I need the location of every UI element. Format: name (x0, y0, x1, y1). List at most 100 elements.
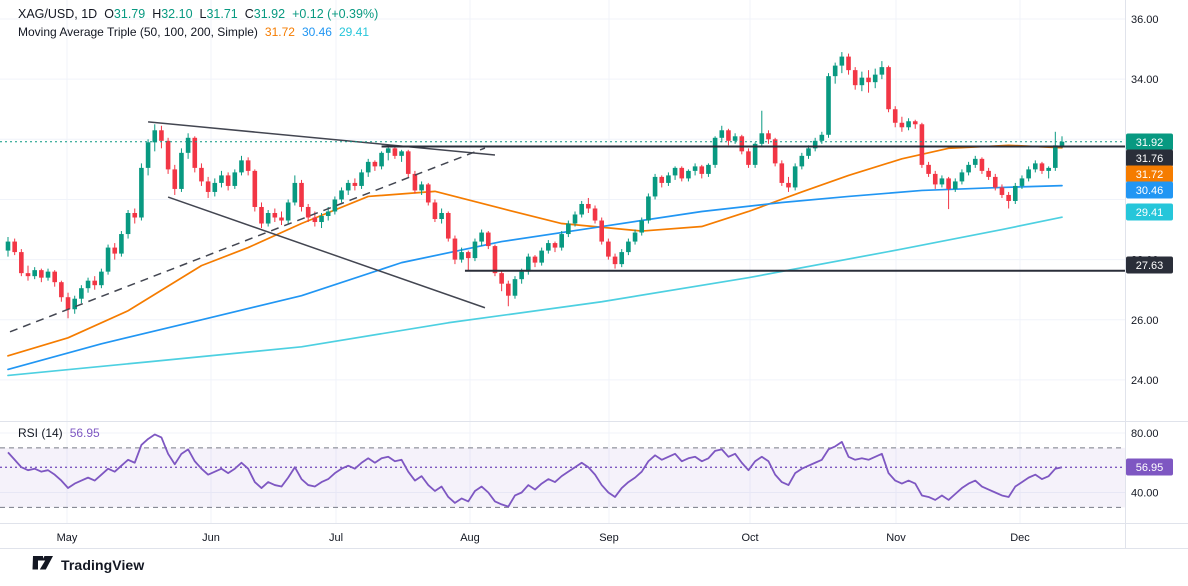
candle-body (932, 173, 938, 185)
candle-body (345, 182, 351, 191)
candle-body (859, 77, 865, 86)
candle-body (439, 212, 444, 220)
time-axis-label[interactable]: Aug (460, 532, 480, 544)
candle-body (419, 184, 424, 191)
rsi-axis-label[interactable]: 40.00 (1131, 488, 1159, 500)
candle-body (606, 241, 611, 257)
candle-body (1006, 194, 1011, 201)
candle-body (59, 282, 64, 298)
candle-body (319, 216, 324, 223)
price-axis-label[interactable]: 34.00 (1131, 74, 1159, 86)
candle-body (566, 223, 571, 235)
candle-body (465, 252, 471, 259)
time-axis-label[interactable]: Nov (886, 532, 906, 544)
price-badge (1126, 133, 1173, 151)
candle-body (519, 271, 524, 280)
candle-body (799, 155, 805, 167)
candle-body (352, 182, 358, 186)
candle-body (679, 167, 685, 179)
candle-body (359, 172, 364, 186)
time-axis-label[interactable]: Jul (329, 532, 343, 544)
price-axis-label[interactable]: 26.00 (1131, 315, 1159, 327)
candle-body (272, 212, 278, 218)
candle-body (526, 256, 531, 272)
candle-body (879, 67, 885, 75)
rsi-band (0, 447, 1125, 508)
symbol-title: XAG/USD, 1D (18, 7, 98, 21)
candle-body (672, 167, 678, 176)
candle-body (612, 256, 618, 265)
candle-body (472, 241, 478, 259)
candle-body (79, 288, 84, 299)
candle-body (185, 137, 191, 153)
candle-body (225, 175, 231, 186)
candle-body (559, 234, 564, 248)
time-axis-label[interactable]: Jun (202, 532, 220, 544)
candle-body (952, 181, 958, 189)
price-badge-text: 30.46 (1136, 185, 1164, 197)
candle-body (12, 241, 17, 253)
candle-body (492, 246, 498, 274)
tradingview-logo-icon (32, 556, 53, 570)
ma100-value: 30.46 (301, 25, 332, 39)
candle-body (479, 232, 484, 242)
rsi-badge (1126, 458, 1173, 476)
candle-body (432, 202, 438, 220)
candle-body (385, 148, 391, 153)
candle-body (972, 158, 978, 165)
candle-body (172, 169, 178, 189)
candle-body (285, 202, 291, 221)
rsi-indicator-legend[interactable]: RSI (14) 56.95 (18, 426, 100, 440)
price-badge-text: 31.76 (1136, 153, 1164, 165)
candle-body (659, 176, 665, 183)
candle-body (5, 241, 11, 251)
candle-body (459, 252, 464, 260)
candle-body (145, 142, 151, 168)
candle-body (772, 139, 778, 164)
time-axis-label[interactable]: Dec (1010, 532, 1030, 544)
candle-body (405, 151, 411, 174)
candle-body (632, 232, 638, 242)
ma-indicator-legend[interactable]: Moving Average Triple (50, 100, 200, Sim… (18, 25, 369, 39)
price-badge-text: 31.72 (1136, 169, 1164, 181)
rsi-value: 56.95 (69, 426, 100, 440)
candle-body (946, 178, 951, 189)
candle-body (299, 182, 304, 207)
candle-body (39, 270, 44, 278)
candle-body (379, 152, 384, 167)
ma50-value: 31.72 (264, 25, 295, 39)
price-badge (1126, 165, 1173, 183)
candle-body (245, 160, 251, 171)
trendline-drawing (9, 147, 486, 333)
candle-body (979, 158, 985, 171)
trendline-drawing (167, 196, 486, 309)
candle-body (25, 273, 31, 277)
rsi-axis-label[interactable]: 80.00 (1131, 428, 1159, 440)
candle-body (1053, 145, 1058, 168)
candle-body (292, 182, 298, 203)
candle-body (192, 137, 198, 168)
candle-body (619, 252, 625, 265)
symbol-legend[interactable]: XAG/USD, 1D O31.79 H32.10 L31.71 C31.92 … (18, 7, 378, 21)
price-axis-label[interactable]: 36.00 (1131, 14, 1159, 26)
candle-body (546, 243, 551, 251)
time-axis-label[interactable]: Oct (741, 532, 758, 544)
price-badge (1126, 181, 1173, 199)
candle-body (139, 167, 144, 218)
candle-body (832, 65, 838, 77)
candle-body (919, 124, 925, 165)
candle-body (752, 143, 758, 165)
candle-body (792, 166, 798, 188)
candle-body (852, 70, 858, 86)
price-badge-text: 31.92 (1136, 137, 1164, 149)
candle-body (739, 136, 745, 152)
time-axis-label[interactable]: May (57, 532, 78, 544)
candle-body (866, 77, 871, 83)
price-axis-label[interactable]: 24.00 (1131, 375, 1159, 387)
tradingview-branding[interactable]: TradingView (32, 555, 144, 575)
candle-body (199, 167, 204, 182)
candle-body (499, 273, 504, 284)
time-axis-label[interactable]: Sep (599, 532, 619, 544)
